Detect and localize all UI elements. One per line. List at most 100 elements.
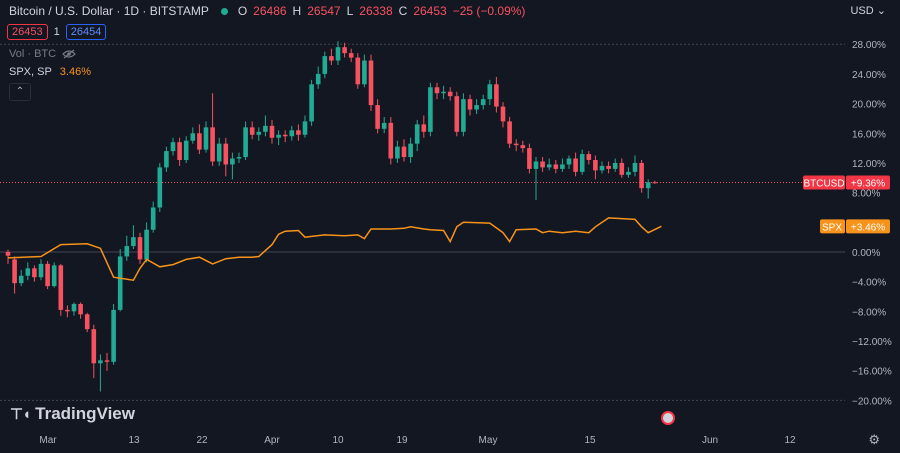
low-value: 26338 bbox=[359, 4, 393, 18]
candle-body bbox=[170, 142, 176, 152]
candle-body bbox=[388, 122, 394, 159]
candle-body bbox=[480, 99, 486, 106]
candle-body bbox=[197, 133, 202, 150]
candle-body bbox=[461, 99, 466, 132]
series-value-tag bbox=[846, 219, 890, 234]
candle-body bbox=[124, 246, 130, 257]
candle-body bbox=[276, 134, 281, 138]
candle-body bbox=[454, 96, 460, 132]
y-tick-label: 16.00% bbox=[852, 129, 886, 140]
candle-body bbox=[45, 263, 50, 287]
x-tick-label: 15 bbox=[584, 435, 596, 446]
y-tick-label: −12.00% bbox=[852, 337, 892, 348]
y-tick-label: 24.00% bbox=[852, 70, 886, 81]
candle-body bbox=[230, 158, 235, 165]
candle-body bbox=[25, 268, 31, 276]
candle-body bbox=[38, 263, 44, 278]
candle-body bbox=[494, 84, 499, 107]
candle-body bbox=[520, 145, 526, 149]
candle-body bbox=[645, 182, 651, 189]
candle-body bbox=[414, 124, 420, 144]
candle-body bbox=[408, 143, 413, 158]
y-tick-label: 12.00% bbox=[852, 159, 886, 170]
open-value: 26486 bbox=[253, 4, 287, 18]
brand-name: TradingView bbox=[35, 404, 135, 423]
candle-body bbox=[51, 265, 57, 287]
candle-body bbox=[256, 131, 262, 135]
candle-body bbox=[434, 87, 440, 94]
x-tick-label: 22 bbox=[196, 435, 208, 446]
collapse-legend-icon[interactable]: ⌃ bbox=[9, 83, 31, 101]
grid-lines bbox=[0, 43, 845, 401]
candle-body bbox=[579, 154, 585, 172]
volume-legend[interactable]: Vol · BTC bbox=[9, 48, 76, 60]
compare-symbol: SPX, SP bbox=[9, 66, 52, 78]
candle-body bbox=[18, 275, 24, 284]
candle-body bbox=[606, 165, 611, 169]
buy-button[interactable]: 26454 bbox=[65, 24, 107, 40]
candle-body bbox=[355, 57, 361, 85]
low-label: L bbox=[346, 4, 354, 18]
us-flag-event-icon[interactable] bbox=[661, 411, 675, 425]
series-value-text: +3.46% bbox=[851, 222, 885, 233]
high-label: H bbox=[292, 4, 302, 18]
volume-label: Vol · BTC bbox=[9, 48, 57, 60]
open-label: O bbox=[237, 4, 248, 18]
gear-icon[interactable]: ⚙ bbox=[868, 432, 880, 447]
candle-body bbox=[553, 164, 559, 169]
candle-body bbox=[348, 53, 354, 58]
candle-body bbox=[375, 105, 380, 129]
compare-legend[interactable]: SPX, SP 3.46% bbox=[9, 66, 91, 78]
candle-body bbox=[137, 237, 143, 260]
series-value-tag bbox=[846, 175, 890, 190]
candle-body bbox=[104, 360, 110, 362]
candle-body bbox=[289, 130, 295, 137]
candle-body bbox=[527, 148, 532, 169]
candle-body bbox=[296, 130, 301, 135]
symbol-title[interactable]: Bitcoin / U.S. Dollar · 1D · BITSTAMP bbox=[9, 4, 209, 18]
candle-body bbox=[249, 127, 255, 135]
candle-body bbox=[302, 121, 308, 135]
x-tick-label: Apr bbox=[264, 435, 280, 446]
candle-body bbox=[236, 157, 242, 159]
spx-line bbox=[7, 217, 662, 282]
sell-button[interactable]: 26453 bbox=[7, 24, 48, 40]
candle-body bbox=[131, 237, 136, 247]
candle-body bbox=[652, 182, 658, 184]
candle-body bbox=[500, 106, 506, 122]
candle-body bbox=[441, 91, 446, 94]
brand-logo[interactable]: ⊤◖ TradingView bbox=[10, 404, 135, 424]
y-tick-label: −16.00% bbox=[852, 367, 892, 378]
candle-body bbox=[78, 303, 83, 315]
candle-body bbox=[117, 256, 123, 310]
candle-body bbox=[164, 151, 169, 168]
candle-body bbox=[619, 162, 625, 175]
candle-body bbox=[91, 329, 97, 364]
x-tick-label: Mar bbox=[39, 435, 57, 446]
candle-body bbox=[467, 99, 473, 110]
candle-body bbox=[395, 146, 400, 159]
x-tick-label: May bbox=[479, 435, 498, 446]
market-status-icon bbox=[220, 7, 228, 15]
candle-body bbox=[177, 142, 182, 160]
candle-body bbox=[183, 140, 189, 160]
candle-body bbox=[58, 265, 64, 310]
candle-body bbox=[533, 161, 539, 169]
y-tick-label: 20.00% bbox=[852, 100, 886, 111]
candle-body bbox=[401, 146, 407, 158]
spread-value: 1 bbox=[53, 26, 60, 38]
currency-selector[interactable]: USD ⌄ bbox=[850, 4, 886, 17]
trade-buttons: 26453 1 26454 bbox=[7, 24, 107, 40]
candle-body bbox=[329, 56, 334, 61]
x-tick-label: 10 bbox=[332, 435, 344, 446]
candle-body bbox=[566, 158, 572, 165]
y-tick-label: 0.00% bbox=[852, 248, 880, 259]
candle-body bbox=[599, 165, 605, 171]
y-tick-label: 8.00% bbox=[852, 189, 880, 200]
eye-icon[interactable] bbox=[62, 49, 76, 59]
candle-body bbox=[144, 229, 149, 260]
candle-body bbox=[362, 60, 367, 85]
candle-body bbox=[428, 87, 433, 132]
